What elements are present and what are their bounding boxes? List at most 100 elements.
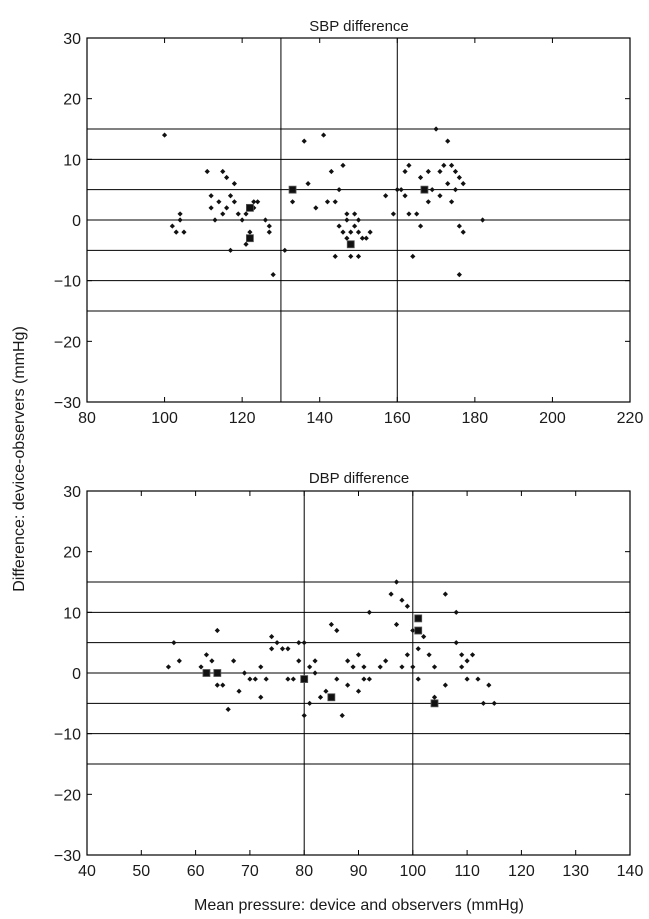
dbp-diamond-point [453,609,459,615]
sbp-diamond-point [344,211,350,217]
dbp-x-tick-label: 110 [454,863,480,880]
sbp-diamond-point [227,247,234,253]
sbp-chart-title: SBP difference [309,18,409,35]
dbp-diamond-point [258,664,264,670]
sbp-diamond-point [394,187,400,193]
sbp-diamond-point [355,229,362,235]
dbp-diamond-point [442,682,448,688]
sbp-diamond-point [220,168,226,175]
sbp-diamond-point [441,162,447,168]
sbp-diamond-point [204,168,210,175]
dbp-diamond-point [176,658,182,664]
dbp-diamond-point [241,670,248,676]
dbp-diamond-point [421,634,427,640]
sbp-diamond-point [247,229,253,235]
sbp-diamond-point [355,253,362,259]
sbp-diamond-point [266,229,272,235]
sbp-x-tick-label: 180 [462,410,489,427]
sbp-y-tick-label: −20 [54,334,81,351]
sbp-y-tick-label: 0 [72,213,81,230]
sbp-diamond-point [437,168,443,175]
dbp-diamond-point [334,676,340,682]
sbp-panel: SBP difference 80 100 120 140 160 180 200 22030… [54,18,644,427]
sbp-y-tick-label: −10 [54,274,81,291]
dbp-diamond-point [203,652,210,658]
dbp-diamond-point [464,658,470,664]
dbp-y-tick-label: 30 [63,484,81,501]
sbp-diamond-point [243,211,249,217]
dbp-diamond-point [393,579,400,585]
sbp-diamond-point [355,217,362,223]
sbp-diamond-point [262,217,269,223]
sbp-diamond-point [398,187,404,193]
dbp-diamond-point [350,664,356,670]
dbp-diamond-point [263,676,269,682]
dbp-diamond-point [312,658,318,664]
sbp-diamond-point [452,187,459,193]
dbp-diamond-point [214,682,220,688]
dbp-diamond-point [388,591,394,597]
sbp-square-point [346,240,355,249]
sbp-diamond-point [448,199,455,205]
dbp-diamond-point [214,627,220,634]
dbp-diamond-point [399,597,405,603]
dbp-y-tick-label: −30 [54,848,81,865]
dbp-x-tick-label: 60 [187,863,205,880]
dbp-diamond-point [431,694,438,700]
sbp-diamond-point [460,181,466,187]
dbp-square-point [202,669,211,677]
sbp-diamond-point [282,247,288,253]
dbp-diamond-point [236,688,242,694]
dbp-diamond-point [258,694,264,700]
sbp-diamond-point [383,193,389,199]
dbp-diamond-point [252,676,258,682]
sbp-diamond-point [177,217,183,223]
sbp-square-point [245,234,254,243]
dbp-diamond-point [355,688,362,694]
sbp-diamond-point [429,187,435,193]
sbp-diamond-point [208,205,214,211]
sbp-diamond-point [216,199,222,205]
dbp-diamond-point [345,682,351,688]
sbp-diamond-point [161,132,168,138]
dbp-x-tick-label: 140 [617,863,644,880]
dbp-x-tick-label: 70 [241,863,259,880]
sbp-diamond-point [208,193,214,199]
sbp-diamond-point [445,138,451,144]
dbp-diamond-point [426,652,432,658]
dbp-diamond-point [366,676,372,682]
dbp-diamond-point [323,688,329,694]
dbp-y-tick-label: 10 [63,605,81,622]
dbp-square-point [213,669,222,677]
y-axis-title: Difference: device-observers (mmHg) [11,326,28,592]
sbp-square-point [245,203,254,212]
dbp-square-point [414,614,423,623]
dbp-diamond-point [171,640,177,646]
sbp-x-tick-label: 140 [306,410,333,427]
sbp-diamond-point [313,205,319,211]
sbp-square-point [420,185,429,194]
dbp-diamond-point [404,652,410,658]
sbp-diamond-point [340,162,346,168]
sbp-diamond-point [231,199,237,205]
sbp-diamond-point [224,174,230,181]
dbp-x-tick-label: 40 [78,863,96,880]
sbp-diamond-point [402,168,408,175]
dbp-x-tick-label: 100 [399,863,426,880]
sbp-diamond-point [402,193,408,199]
dbp-diamond-point [442,591,448,597]
dbp-y-tick-label: 0 [72,666,81,683]
dbp-diamond-point [209,658,215,664]
sbp-diamond-point [390,211,397,217]
sbp-diamond-point [231,181,237,187]
dbp-diamond-point [274,640,280,646]
dbp-diamond-point [301,712,307,719]
dbp-diamond-point [475,676,481,682]
dbp-diamond-point [334,627,340,634]
sbp-diamond-point [328,168,334,175]
sbp-x-tick-label: 120 [229,410,256,427]
sbp-diamond-point [417,174,424,181]
sbp-diamond-point [414,211,420,217]
sbp-diamond-point [367,229,373,235]
dbp-y-tick-label: −10 [54,727,81,744]
